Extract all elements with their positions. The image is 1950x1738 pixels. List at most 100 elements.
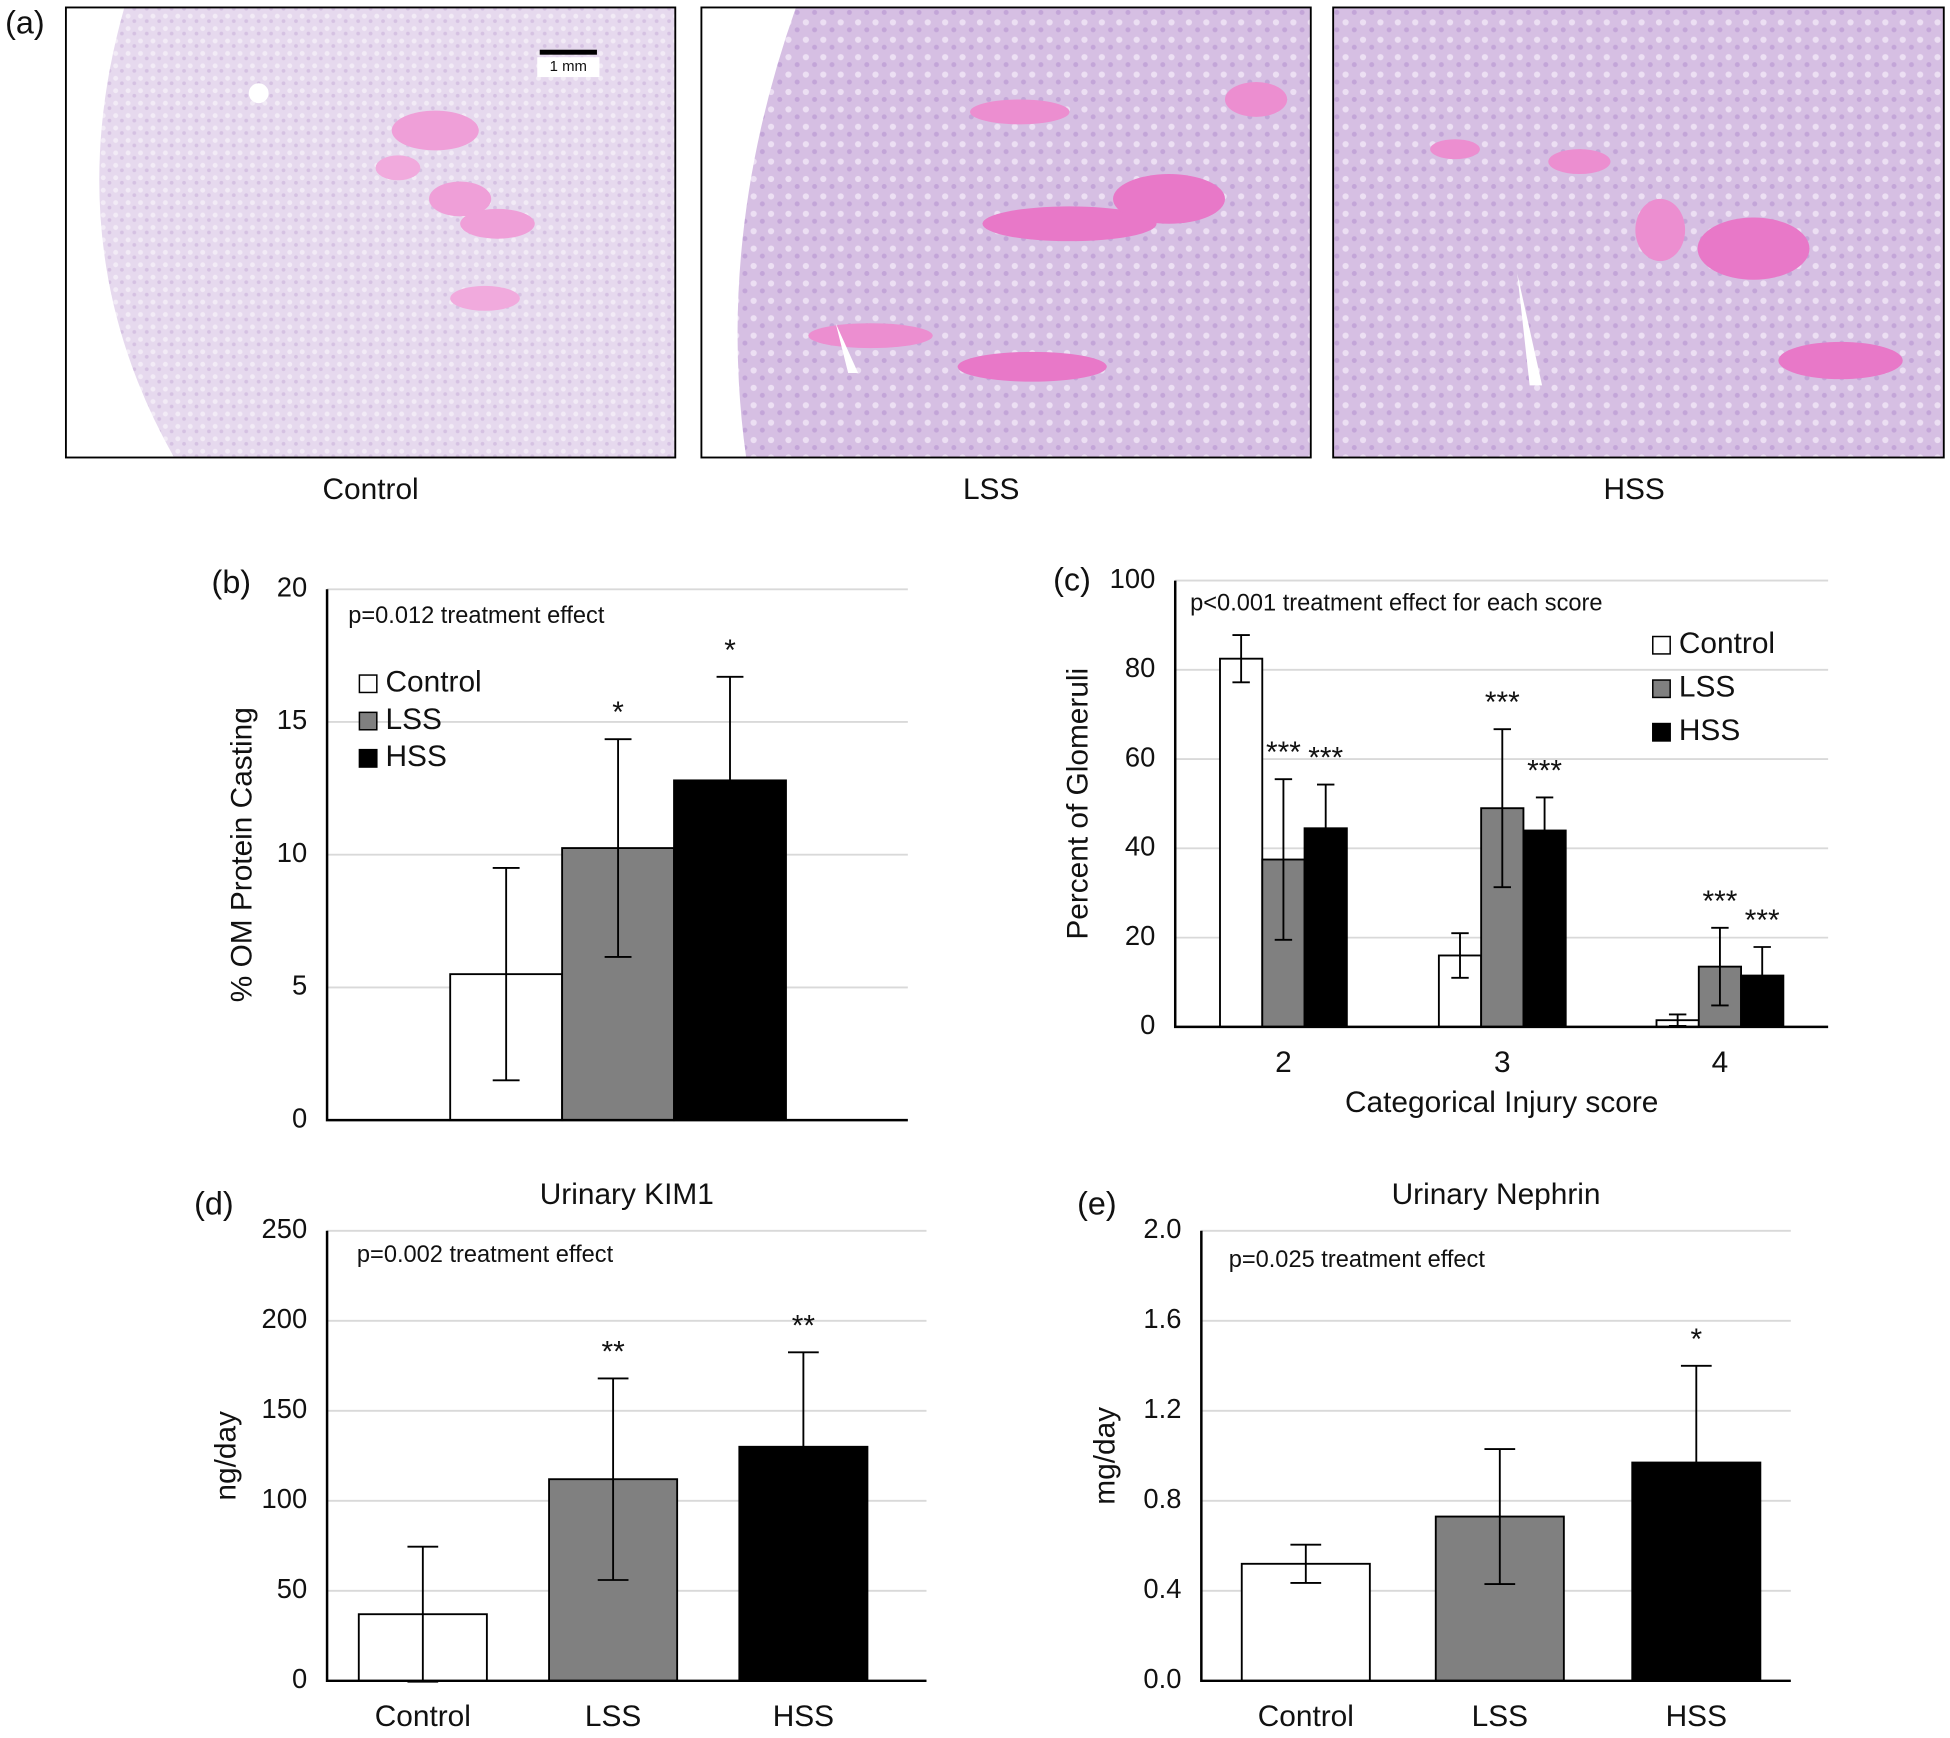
significance-label: *** [1485,686,1520,719]
error-bar [1290,1543,1322,1584]
histology-image: 1 mm [64,6,677,459]
legend-swatch [358,711,378,731]
significance-label: * [724,634,736,667]
legend-label: LSS [386,703,442,736]
y-tick-label: 100 [1110,563,1156,594]
error-bar [716,675,744,885]
error-bar [1680,1364,1712,1561]
error-bar [597,1377,629,1581]
legend-swatch [1652,635,1671,655]
y-tick-label: 0 [292,1663,307,1694]
chart-title: Urinary KIM1 [540,1178,714,1211]
y-tick-label: 0.4 [1143,1573,1181,1604]
legend-label: HSS [386,740,447,773]
annotation: p=0.025 treatment effect [1229,1247,1486,1273]
axis-line [325,589,908,1122]
error-bar [1535,796,1554,865]
y-axis-title: mg/day [1089,1407,1122,1505]
legend-swatch [1652,722,1671,742]
error-bar [1711,926,1729,1007]
error-bar [1484,1448,1516,1585]
panel-label: (d) [194,1185,234,1221]
significance-label: * [612,696,624,729]
panel-label: (b) [212,564,252,600]
x-tick-label: LSS [1472,1700,1528,1733]
error-bar [1753,946,1771,1006]
y-tick-label: 80 [1125,652,1155,683]
chart-title: Urinary Nephrin [1392,1178,1601,1211]
legend-swatch [1652,679,1671,699]
y-tick-label: 150 [262,1393,308,1424]
y-tick-label: 40 [1125,831,1155,862]
significance-label: *** [1703,885,1738,918]
legend-label: Control [1679,627,1775,660]
y-tick-label: 15 [277,704,307,735]
error-bar [604,738,632,958]
y-tick-label: 60 [1125,741,1155,772]
y-tick-label: 50 [277,1573,307,1604]
significance-label: ** [792,1309,816,1342]
significance-label: *** [1308,742,1343,775]
axis-line [1173,580,1829,1029]
y-tick-label: 200 [262,1303,308,1334]
error-bar [1493,728,1512,889]
y-tick-label: 250 [262,1213,308,1244]
x-tick-label: 2 [1275,1046,1292,1079]
axis-line [325,1230,927,1683]
y-tick-label: 0 [1140,1009,1155,1040]
significance-label: ** [601,1335,625,1368]
y-tick-label: 20 [277,572,307,603]
image-caption: Control [323,473,419,506]
bar [1219,657,1264,1028]
panel-label: (e) [1077,1185,1117,1221]
y-tick-label: 10 [277,837,307,868]
x-tick-label: LSS [585,1700,641,1733]
legend-label: LSS [1679,671,1735,704]
error-bar [788,1351,819,1543]
y-tick-label: 0.8 [1143,1483,1181,1514]
y-tick-label: 5 [292,970,307,1001]
legend-label: Control [386,666,482,699]
x-tick-label: HSS [1666,1700,1727,1733]
annotation: p=0.012 treatment effect [348,603,605,629]
significance-label: * [1690,1323,1702,1356]
panel-label: (a) [5,4,45,40]
error-bar [492,867,520,1082]
x-tick-label: 4 [1712,1046,1729,1079]
y-axis-title: % OM Protein Casting [226,707,259,1002]
y-tick-label: 0.0 [1143,1663,1181,1694]
significance-label: *** [1266,736,1301,769]
legend-swatch [358,674,378,694]
y-tick-label: 100 [262,1483,308,1514]
image-caption: LSS [963,473,1019,506]
panel-label: (c) [1053,561,1091,597]
axis-line [1200,1230,1791,1683]
error-bar [1274,778,1293,941]
histology-image [700,6,1312,459]
significance-label: *** [1745,904,1780,937]
y-tick-label: 2.0 [1143,1213,1181,1244]
y-axis-title: Percent of Glomeruli [1061,668,1094,940]
error-bar [1232,634,1250,684]
x-tick-label: Control [375,1700,471,1733]
error-bar [1451,932,1469,979]
annotation: p=0.002 treatment effect [357,1242,614,1268]
annotation: p<0.001 treatment effect for each score [1190,590,1602,616]
legend-swatch [358,748,378,768]
y-axis-title: ng/day [209,1411,242,1501]
y-tick-label: 0 [292,1102,307,1133]
y-tick-label: 20 [1125,920,1155,951]
y-tick-label: 1.2 [1143,1393,1181,1424]
scale-bar-label: 1 mm [550,58,587,75]
error-bar [1316,783,1335,873]
image-caption: HSS [1603,473,1664,506]
legend-label: HSS [1679,714,1740,747]
x-tick-label: Control [1258,1700,1354,1733]
x-tick-label: HSS [773,1700,834,1733]
y-tick-label: 1.6 [1143,1303,1181,1334]
significance-label: *** [1527,754,1562,787]
histology-image [1332,6,1945,459]
x-axis-title: Categorical Injury score [1345,1086,1658,1119]
x-tick-label: 3 [1494,1046,1511,1079]
